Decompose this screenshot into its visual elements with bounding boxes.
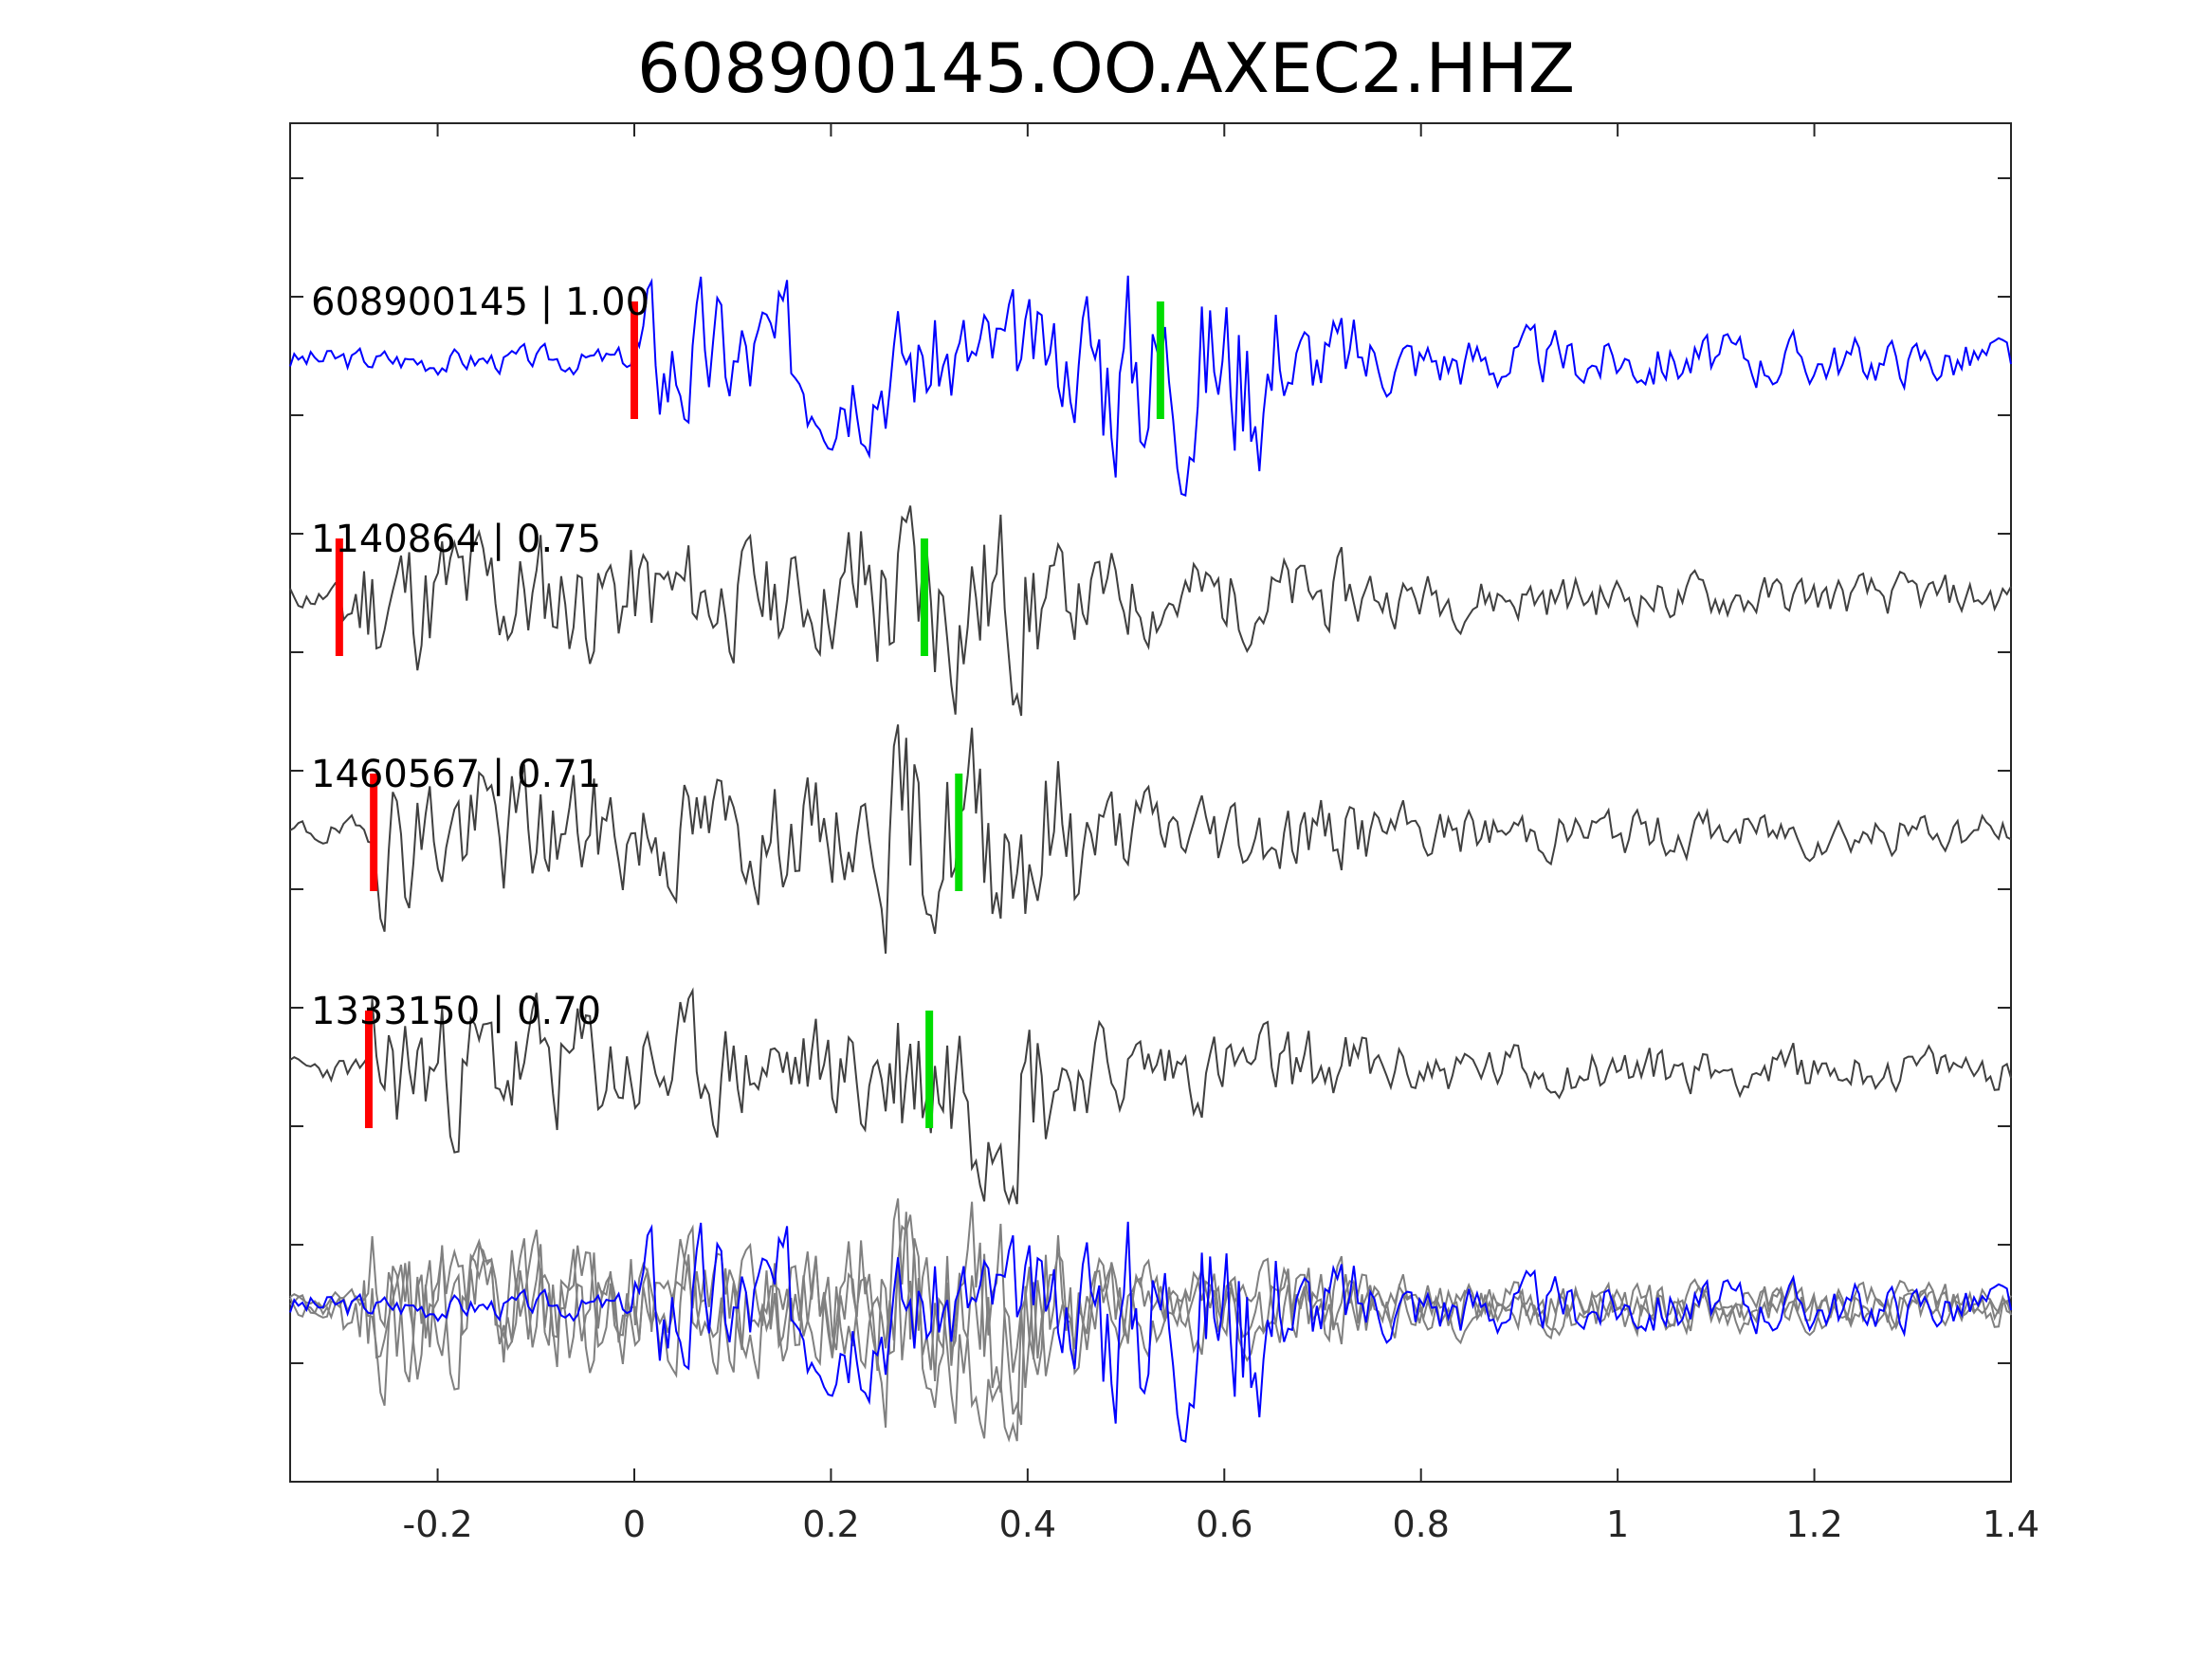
x-tick-label: 0.2: [802, 1504, 859, 1545]
trace-group: [289, 275, 2012, 1444]
trace-label: 1460567 | 0.71: [311, 753, 601, 796]
axis-ticks: -0.2 0 0.2 0.4 0.6 0.8 1 1.2 1.4: [290, 123, 2039, 1545]
x-tick-label: 0: [623, 1504, 646, 1545]
trace-label: 1333150 | 0.70: [311, 990, 601, 1033]
x-tick-label: 0.8: [1392, 1504, 1449, 1545]
trace-label: 608900145 | 1.00: [311, 281, 649, 324]
x-tick-label: -0.2: [402, 1504, 472, 1545]
x-tick-label: 1.4: [1983, 1504, 2039, 1545]
waveform-1140864: [289, 505, 2012, 717]
x-tick-label: 1.2: [1785, 1504, 1842, 1545]
x-tick-label: 0.4: [999, 1504, 1056, 1545]
overlay-waveform: [289, 1224, 2012, 1443]
waveform-1460567: [289, 724, 2012, 954]
trace-labels: 608900145 | 1.00 1140864 | 0.75 1460567 | …: [311, 281, 649, 1033]
overlay-waveform: [289, 1198, 2012, 1428]
x-tick-label: 1: [1606, 1504, 1629, 1545]
chart-title: 608900145.OO.AXEC2.HHZ: [636, 28, 1576, 108]
waveform-608900145: [289, 275, 2012, 498]
overlay-waveform: [289, 1221, 2012, 1444]
trace-label: 1140864 | 0.75: [311, 518, 601, 561]
waveform-1333150: [289, 987, 2012, 1206]
x-tick-label: 0.6: [1196, 1504, 1252, 1545]
